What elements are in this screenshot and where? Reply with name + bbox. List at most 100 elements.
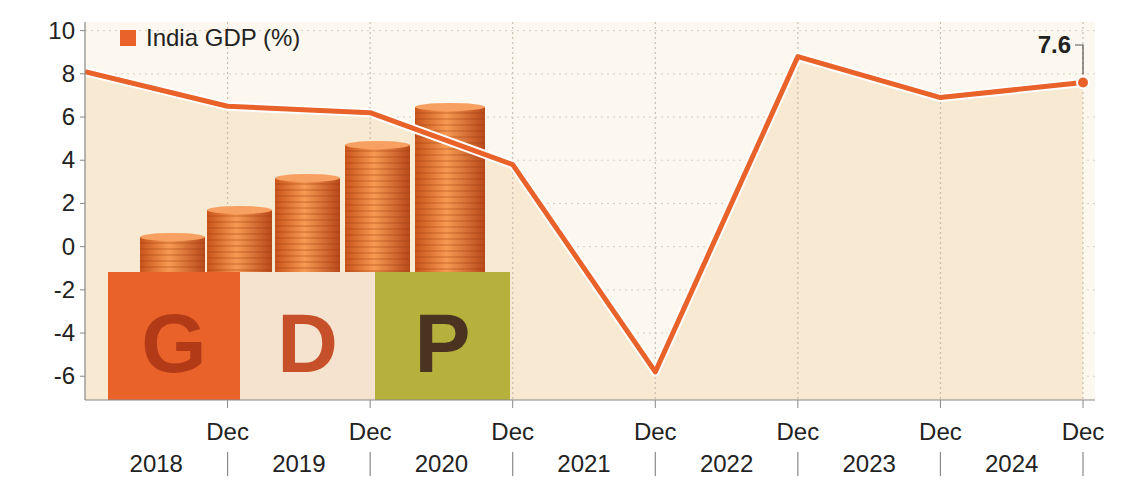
year-label: 2024 bbox=[985, 450, 1038, 477]
y-tick bbox=[80, 376, 85, 377]
legend: India GDP (%) bbox=[120, 24, 300, 51]
coin-edge bbox=[415, 113, 485, 114]
coin-edge bbox=[345, 259, 410, 260]
plot-background bbox=[85, 22, 1095, 400]
x-tick bbox=[227, 400, 228, 408]
coin-edge bbox=[207, 222, 272, 223]
coin-edge bbox=[345, 265, 410, 266]
coin-edge bbox=[415, 179, 485, 180]
coin-edge bbox=[415, 167, 485, 168]
x-axis bbox=[85, 399, 1095, 400]
coin-edge bbox=[415, 197, 485, 198]
y-tick-label: -4 bbox=[54, 319, 75, 346]
coin-edge bbox=[415, 209, 485, 210]
y-tick bbox=[80, 73, 85, 74]
coin-edge bbox=[345, 223, 410, 224]
coin-edge bbox=[415, 185, 485, 186]
coin-edge bbox=[207, 258, 272, 259]
coin-edge bbox=[275, 268, 340, 269]
leader-line bbox=[1075, 45, 1083, 74]
year-separator bbox=[512, 452, 513, 476]
coin-edge bbox=[207, 252, 272, 253]
y-tick bbox=[80, 117, 85, 118]
coin-edge bbox=[345, 235, 410, 236]
coin-edge bbox=[415, 227, 485, 228]
coin-edge bbox=[275, 208, 340, 209]
x-tick-label: Dec bbox=[919, 418, 962, 445]
coin-edge bbox=[275, 250, 340, 251]
y-tick-label: 8 bbox=[62, 60, 75, 87]
y-tick-label: 0 bbox=[62, 233, 75, 260]
coin-edge bbox=[415, 257, 485, 258]
coin-edge bbox=[275, 256, 340, 257]
year-separator bbox=[1082, 452, 1083, 476]
coin-stack bbox=[275, 178, 340, 272]
coin-edge bbox=[345, 151, 410, 152]
coin-edge bbox=[345, 163, 410, 164]
coin-edge bbox=[345, 169, 410, 170]
grid-line bbox=[655, 22, 656, 400]
coin-edge bbox=[275, 196, 340, 197]
coin-edge bbox=[275, 232, 340, 233]
data-label: 7.6 bbox=[1038, 31, 1071, 58]
coin-edge bbox=[275, 190, 340, 191]
coin-edge bbox=[207, 216, 272, 217]
year-separator bbox=[655, 452, 656, 476]
coin-edge bbox=[140, 249, 205, 250]
coin-edge bbox=[275, 202, 340, 203]
coin-edge bbox=[345, 271, 410, 272]
coin-edge bbox=[207, 264, 272, 265]
coin-edge bbox=[345, 199, 410, 200]
coin-edge bbox=[207, 246, 272, 247]
coin-edge bbox=[275, 226, 340, 227]
y-tick bbox=[80, 160, 85, 161]
year-label: 2020 bbox=[415, 450, 468, 477]
coin-edge bbox=[415, 119, 485, 120]
coin-top bbox=[207, 206, 272, 214]
data-line bbox=[85, 57, 1083, 372]
coin-edge bbox=[415, 245, 485, 246]
year-label: 2022 bbox=[700, 450, 753, 477]
grid-line bbox=[85, 73, 1095, 74]
legend-swatch bbox=[120, 30, 136, 46]
coin-edge bbox=[275, 214, 340, 215]
coin-edge bbox=[207, 240, 272, 241]
x-tick-label: Dec bbox=[1062, 418, 1105, 445]
y-tick-label: -2 bbox=[54, 276, 75, 303]
coin-edge bbox=[415, 203, 485, 204]
coin-edge bbox=[275, 262, 340, 263]
coin-top bbox=[275, 174, 340, 182]
y-tick bbox=[80, 30, 85, 31]
coin-top bbox=[140, 233, 205, 241]
y-tick-label: 10 bbox=[48, 17, 75, 44]
x-tick bbox=[655, 400, 656, 408]
x-tick bbox=[1083, 400, 1084, 408]
letter-block bbox=[375, 272, 510, 400]
coin-edge bbox=[140, 261, 205, 262]
line-halo bbox=[85, 57, 1083, 372]
coin-edge bbox=[345, 217, 410, 218]
y-tick-label: 6 bbox=[62, 103, 75, 130]
grid-line bbox=[512, 22, 513, 400]
grid-line bbox=[797, 22, 798, 400]
area-fill bbox=[85, 57, 1083, 400]
year-separator bbox=[940, 452, 941, 476]
chart: GDP7.6-6-4-20246810DecDecDecDecDecDecDec… bbox=[0, 0, 1133, 483]
coin-edge bbox=[345, 229, 410, 230]
year-label: 2019 bbox=[272, 450, 325, 477]
year-separator bbox=[370, 452, 371, 476]
coin-edge bbox=[207, 228, 272, 229]
coin-edge bbox=[415, 173, 485, 174]
coin-edge bbox=[140, 243, 205, 244]
coin-edge bbox=[345, 205, 410, 206]
coin-edge bbox=[415, 239, 485, 240]
x-tick-label: Dec bbox=[777, 418, 820, 445]
y-tick-label: 2 bbox=[62, 189, 75, 216]
x-tick-label: Dec bbox=[349, 418, 392, 445]
coin-stack bbox=[140, 237, 205, 272]
coin-edge bbox=[275, 184, 340, 185]
coin-top bbox=[345, 141, 410, 149]
letter-block bbox=[108, 272, 240, 400]
coin-edge bbox=[415, 215, 485, 216]
point-marker bbox=[1077, 76, 1089, 88]
